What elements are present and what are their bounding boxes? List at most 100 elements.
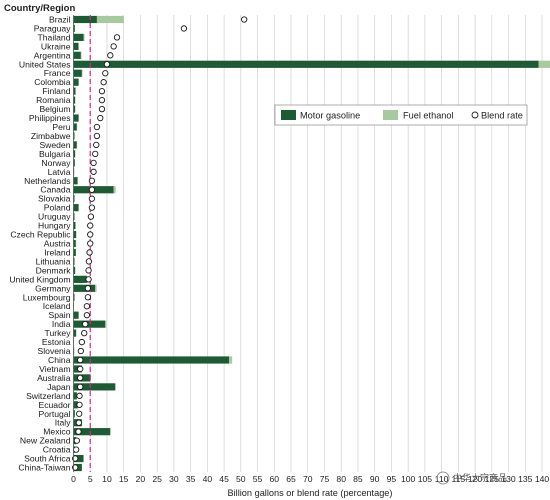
x-tick-label: 115: [451, 474, 465, 484]
country-label: Zimbabwe: [31, 131, 71, 141]
blend-rate-point: [76, 392, 83, 399]
blend-rate-point: [90, 159, 97, 167]
bar-motor-gasoline: [73, 33, 84, 42]
blend-rate-point: [85, 267, 92, 274]
blend-rate-point: [77, 356, 84, 364]
blend-rate-point: [98, 96, 106, 104]
blend-rate-point: [77, 347, 85, 355]
country-label: United Kingdom: [9, 274, 70, 284]
x-tick-label: 40: [203, 474, 213, 484]
bar-motor-gasoline: [73, 132, 75, 140]
bar-motor-gasoline: [73, 239, 76, 248]
bar-motor-gasoline: [73, 213, 75, 221]
blend-rate-point: [83, 312, 91, 319]
bar-motor-gasoline: [73, 87, 76, 95]
bars: [73, 15, 550, 472]
blend-rate-point: [113, 34, 121, 41]
blend-rate-point: [73, 437, 80, 444]
blend-rate-point: [92, 150, 99, 158]
blend-rate-point: [77, 374, 84, 382]
x-tick-label: 110: [435, 474, 449, 484]
country-label: Peru: [52, 122, 70, 132]
bar-motor-gasoline: [73, 454, 84, 463]
country-label: Portugal: [38, 409, 70, 419]
bar-motor-gasoline: [73, 329, 77, 337]
blend-rate-point: [98, 105, 106, 113]
bar-motor-gasoline: [73, 311, 79, 319]
country-label: Italy: [55, 418, 71, 428]
country-label: Philippines: [29, 113, 71, 123]
blend-rate-point: [93, 123, 101, 131]
bar-motor-gasoline: [73, 401, 78, 409]
bar-motor-gasoline: [73, 159, 75, 167]
blend-rate-point: [87, 240, 94, 247]
blend-rate-point: [85, 258, 93, 265]
country-labels: BrazilParaguayThailandUkraineArgentinaUn…: [9, 14, 71, 472]
bar-motor-gasoline: [73, 293, 75, 301]
country-label: Turkey: [45, 328, 72, 338]
x-tick-label: 30: [169, 474, 179, 484]
blend-rate-point: [241, 16, 248, 23]
country-label: Ecuador: [38, 400, 70, 410]
blend-rate-point: [86, 249, 93, 256]
x-tick-label: 70: [303, 474, 313, 484]
bar-motor-gasoline: [73, 69, 82, 77]
country-label: Netherlands: [24, 176, 70, 186]
country-label: Spain: [49, 310, 71, 320]
blend-rate-point: [97, 114, 104, 122]
country-label: Hungary: [38, 221, 71, 231]
blend-rate-point: [180, 25, 188, 32]
country-label: Slovakia: [38, 194, 71, 204]
bar-motor-gasoline: [73, 51, 81, 59]
country-label: Mexico: [43, 427, 70, 437]
blend-rate-point: [85, 276, 92, 283]
legend-box: [274, 104, 528, 126]
blend-rate-point: [73, 446, 80, 453]
bar-motor-gasoline: [73, 204, 79, 212]
bar-motor-gasoline: [73, 266, 76, 274]
blend-rate-point: [93, 132, 101, 140]
country-label: China-Taiwan: [18, 463, 70, 473]
bar-motor-gasoline: [73, 105, 76, 113]
bar-motor-gasoline: [73, 428, 111, 436]
x-axis-label: Billion gallons or blend rate (percentag…: [228, 488, 393, 498]
country-label: Brazil: [49, 14, 71, 24]
country-label: United States: [19, 59, 71, 69]
country-label: Argentina: [34, 50, 71, 60]
blend-rate-point: [83, 303, 91, 310]
country-label: Finland: [42, 86, 70, 96]
blend-rate-point: [93, 141, 100, 149]
blend-rate-point: [110, 43, 117, 50]
bar-fuel-ethanol: [113, 186, 116, 194]
bar-motor-gasoline: [73, 383, 116, 391]
x-tick-label: 65: [286, 474, 296, 484]
blend-rate-point: [88, 204, 96, 211]
wechat-icon: [436, 471, 450, 485]
bar-fuel-ethanol: [80, 51, 82, 59]
watermark: 中华大宗商品: [436, 471, 507, 485]
country-label: Poland: [44, 203, 71, 213]
watermark-text: 中华大宗商品: [453, 472, 507, 483]
bar-fuel-ethanol: [105, 320, 107, 328]
x-tick-label: 125: [485, 474, 500, 484]
country-label: Denmark: [36, 265, 72, 275]
x-tick-label: 50: [236, 474, 246, 484]
legend-marker-blend-rate: [471, 111, 479, 119]
x-tick-label: 130: [501, 474, 516, 484]
blend-rate-points: [72, 16, 248, 471]
bar-motor-gasoline: [73, 177, 78, 185]
bar-motor-gasoline: [73, 284, 96, 292]
bar-motor-gasoline: [73, 15, 97, 24]
bar-motor-gasoline: [73, 392, 77, 400]
x-tick-label: 15: [119, 474, 129, 484]
x-tick-label: 75: [320, 474, 330, 484]
x-tick-label: 10: [102, 474, 112, 484]
blend-rate-point: [81, 329, 88, 337]
country-label: Austria: [44, 239, 71, 249]
chart-title: Country/Region: [4, 3, 75, 14]
legend: Motor gasoline Fuel ethanol Blend rate: [274, 104, 528, 126]
country-label: Latvia: [48, 167, 71, 177]
legend-swatch-fuel-ethanol: [383, 110, 398, 120]
x-tick-label: 140: [535, 474, 550, 484]
bar-motor-gasoline: [73, 195, 75, 203]
